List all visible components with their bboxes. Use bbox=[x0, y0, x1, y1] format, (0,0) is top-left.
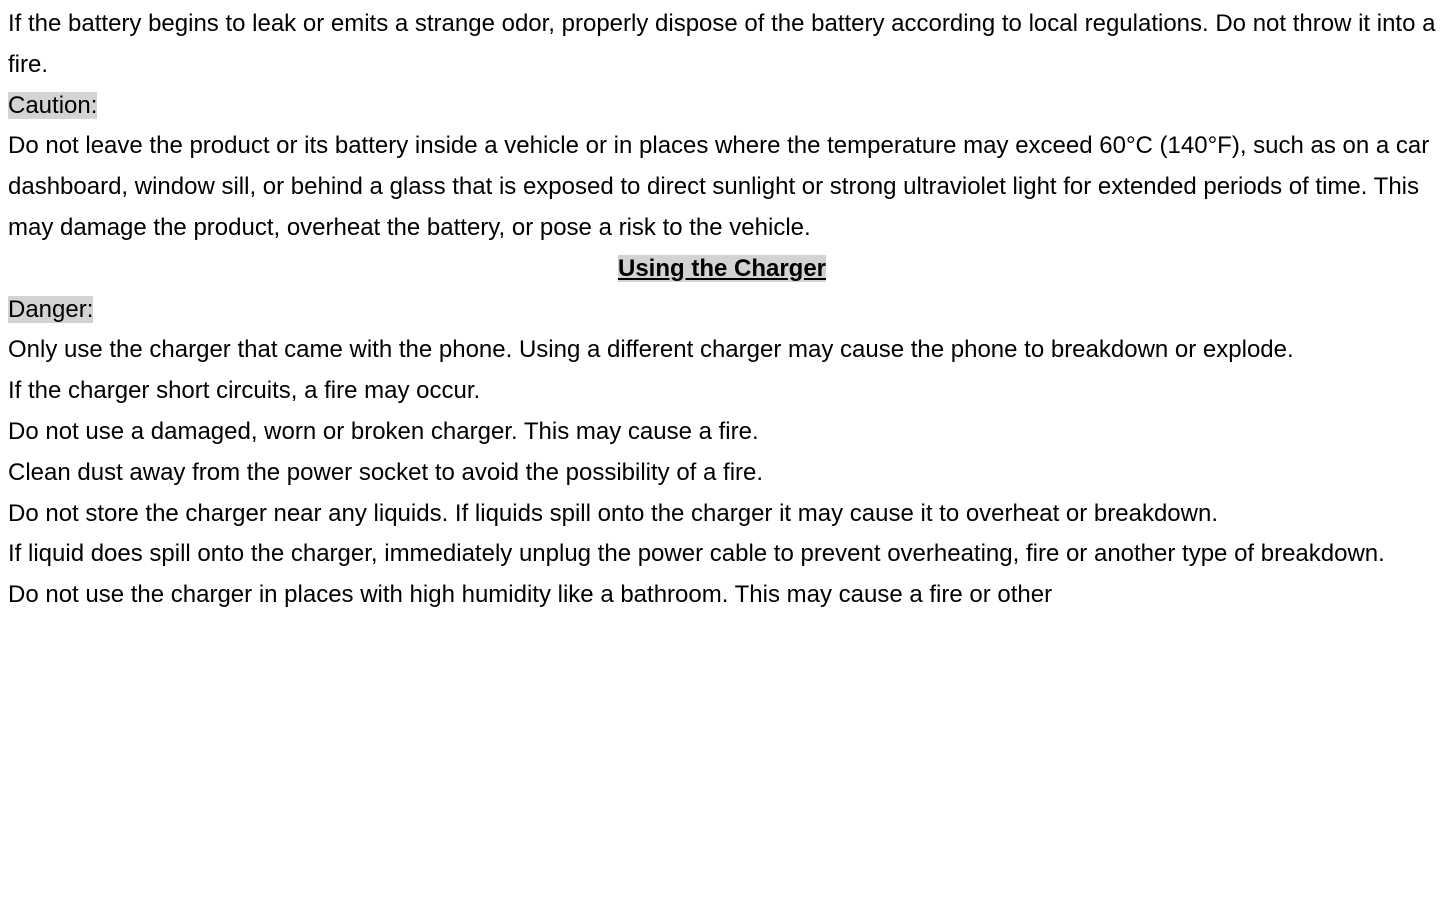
danger-label: Danger: bbox=[8, 296, 93, 323]
danger-text-1: Only use the charger that came with the … bbox=[8, 330, 1436, 371]
danger-text-5: Do not store the charger near any liquid… bbox=[8, 494, 1436, 535]
charger-section-heading: Using the Charger bbox=[8, 249, 1436, 290]
danger-text-4: Clean dust away from the power socket to… bbox=[8, 453, 1436, 494]
caution-text-paragraph: Do not leave the product or its battery … bbox=[8, 126, 1436, 248]
danger-text-7: Do not use the charger in places with hi… bbox=[8, 575, 1436, 616]
danger-text-3: Do not use a damaged, worn or broken cha… bbox=[8, 412, 1436, 453]
danger-label-paragraph: Danger: bbox=[8, 290, 1436, 331]
caution-label: Caution: bbox=[8, 92, 97, 119]
battery-leak-paragraph: If the battery begins to leak or emits a… bbox=[8, 4, 1436, 86]
caution-label-paragraph: Caution: bbox=[8, 86, 1436, 127]
charger-heading-text: Using the Charger bbox=[618, 255, 826, 282]
danger-text-6: If liquid does spill onto the charger, i… bbox=[8, 534, 1436, 575]
danger-text-2: If the charger short circuits, a fire ma… bbox=[8, 371, 1436, 412]
